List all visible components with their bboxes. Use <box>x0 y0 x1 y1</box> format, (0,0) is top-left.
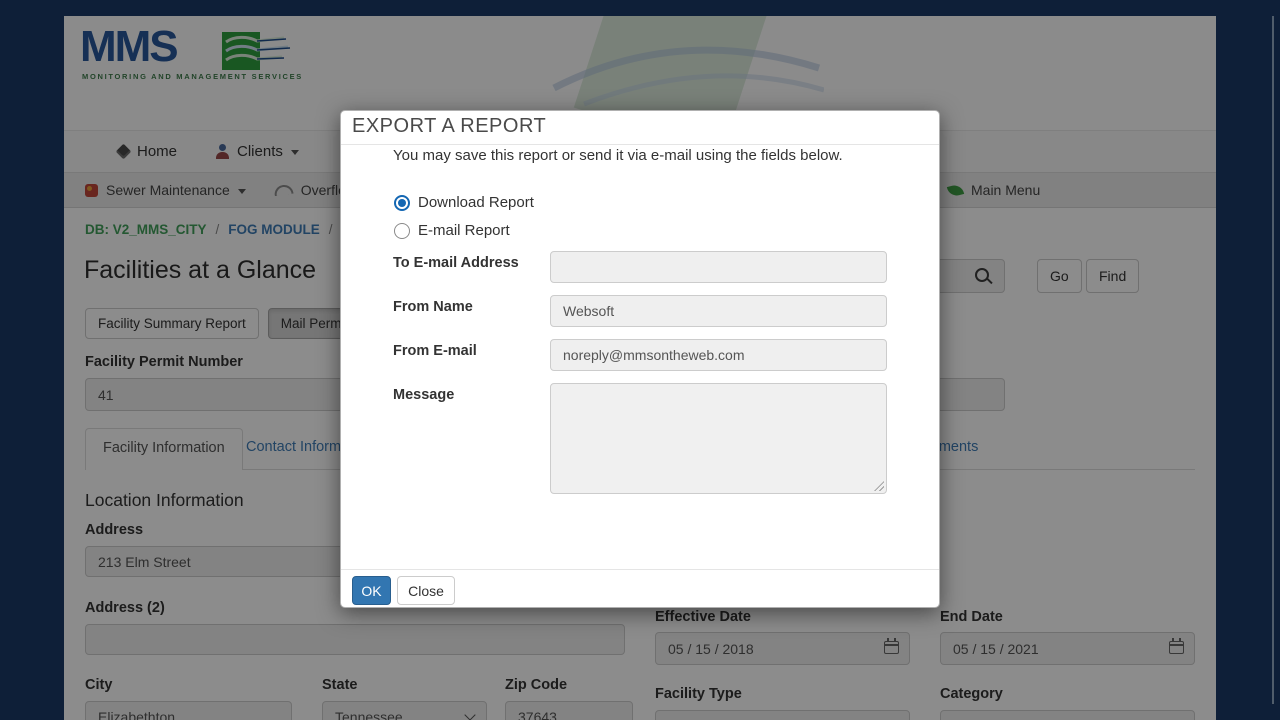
export-report-modal: EXPORT A REPORT You may save this report… <box>340 110 940 608</box>
page-title: Facilities at a Glance <box>84 256 317 284</box>
nav-item-main-menu[interactable]: Main Menu <box>946 182 1041 198</box>
download-report-radio[interactable]: Download Report <box>394 194 534 211</box>
sewer-maintenance-icon <box>85 183 98 197</box>
effective-date-input[interactable] <box>655 632 910 665</box>
download-report-label: Download Report <box>418 194 534 211</box>
facility-permit-number-label: Facility Permit Number <box>85 354 243 370</box>
find-button[interactable]: Find <box>1086 259 1140 293</box>
facility-type-label: Facility Type <box>655 686 742 702</box>
state-select-value[interactable] <box>322 701 487 720</box>
message-label: Message <box>393 387 455 403</box>
modal-footer-divider <box>341 569 939 570</box>
email-report-radio[interactable]: E-mail Report <box>394 222 510 239</box>
category-label: Category <box>940 686 1003 702</box>
message-textarea[interactable] <box>550 383 887 494</box>
location-information-heading: Location Information <box>85 490 244 510</box>
from-email-input[interactable] <box>550 339 887 371</box>
ok-button[interactable]: OK <box>352 576 391 605</box>
breadcrumb-separator: / <box>215 222 220 237</box>
facility-type-input[interactable] <box>655 710 910 720</box>
state-label: State <box>322 677 358 693</box>
end-date-input[interactable] <box>940 632 1195 665</box>
to-email-label: To E-mail Address <box>393 255 519 271</box>
logo-waves-icon <box>222 32 291 70</box>
from-email-label: From E-mail <box>393 343 477 359</box>
effective-date-label: Effective Date <box>655 609 751 625</box>
logo-tagline: MONITORING AND MANAGEMENT SERVICES <box>82 72 304 81</box>
breadcrumb-db[interactable]: DB: V2_MMS_CITY <box>85 222 207 237</box>
modal-header: EXPORT A REPORT <box>341 111 939 145</box>
modal-intro-text: You may save this report or send it via … <box>393 147 843 164</box>
logo-text: MMS <box>80 22 179 71</box>
close-button[interactable]: Close <box>397 576 455 605</box>
city-input[interactable] <box>85 701 292 720</box>
nav-home-label: Home <box>137 143 178 160</box>
breadcrumb-module[interactable]: FOG MODULE <box>228 222 320 237</box>
nav-item-clients[interactable]: Clients <box>215 143 299 160</box>
sewer-maintenance-label: Sewer Maintenance <box>106 182 230 198</box>
go-button[interactable]: Go <box>1037 259 1082 293</box>
clients-icon <box>215 144 229 159</box>
email-report-label: E-mail Report <box>418 222 510 239</box>
app-header: MMS MONITORING AND MANAGEMENT SERVICES <box>64 16 1216 130</box>
scrollbar[interactable] <box>1272 16 1274 704</box>
city-label: City <box>85 677 113 693</box>
radio-unselected-icon[interactable] <box>394 222 410 239</box>
search-icon[interactable] <box>975 268 989 282</box>
mms-logo[interactable]: MMS MONITORING AND MANAGEMENT SERVICES <box>80 24 340 94</box>
radio-selected-icon[interactable] <box>394 194 410 211</box>
message-field <box>550 383 887 494</box>
calendar-icon[interactable] <box>884 638 899 654</box>
address2-label: Address (2) <box>85 600 165 616</box>
facility-summary-report-button[interactable]: Facility Summary Report <box>85 308 259 339</box>
nav-clients-label: Clients <box>237 143 283 160</box>
from-name-label: From Name <box>393 299 473 315</box>
end-date-field <box>940 632 1195 665</box>
modal-title: EXPORT A REPORT <box>352 115 547 137</box>
zip-code-input[interactable] <box>505 701 633 720</box>
to-email-input[interactable] <box>550 251 887 283</box>
calendar-icon[interactable] <box>1169 638 1184 654</box>
from-name-input[interactable] <box>550 295 887 327</box>
header-watermark-graphic <box>552 16 824 130</box>
breadcrumb-separator: / <box>328 222 333 237</box>
chevron-down-icon <box>290 150 299 155</box>
main-menu-label: Main Menu <box>971 182 1041 198</box>
chevron-down-icon <box>237 188 246 194</box>
end-date-label: End Date <box>940 609 1003 625</box>
nav-item-sewer-maintenance[interactable]: Sewer Maintenance <box>85 182 246 198</box>
tab-facility-information[interactable]: Facility Information <box>85 428 243 470</box>
nav-item-home[interactable]: Home <box>115 143 178 160</box>
state-select[interactable] <box>322 701 487 720</box>
effective-date-field <box>655 632 910 665</box>
address-label: Address <box>85 522 144 538</box>
breadcrumb: DB: V2_MMS_CITY / FOG MODULE / <box>85 222 333 237</box>
zip-code-label: Zip Code <box>505 677 568 693</box>
address2-input[interactable] <box>85 624 625 655</box>
category-input[interactable] <box>940 710 1195 720</box>
